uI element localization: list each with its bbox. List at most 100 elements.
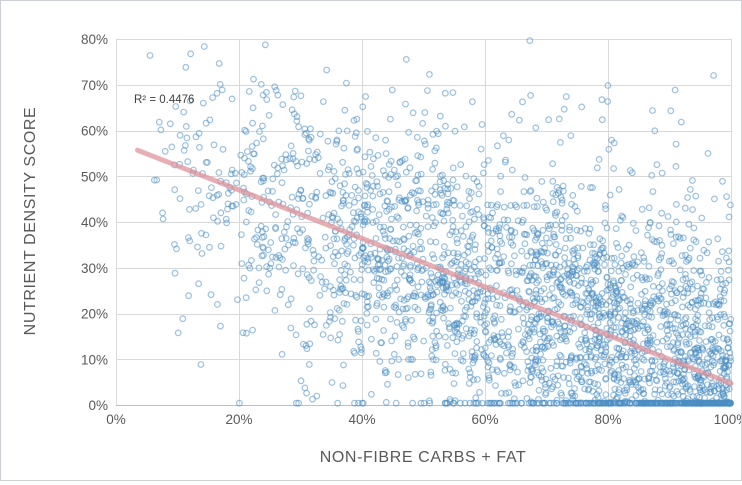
data-point — [606, 297, 613, 305]
data-point — [538, 178, 546, 185]
data-point — [543, 234, 550, 242]
data-point — [457, 161, 465, 169]
data-point — [607, 308, 615, 316]
data-point — [265, 270, 273, 278]
data-point — [611, 371, 618, 379]
data-point — [553, 332, 561, 340]
data-point — [496, 221, 504, 229]
data-point — [700, 299, 708, 307]
data-point — [583, 353, 590, 361]
data-point — [464, 248, 472, 256]
data-point — [355, 328, 362, 335]
data-point — [209, 94, 217, 101]
data-point — [371, 249, 379, 257]
data-point — [261, 41, 269, 49]
y-tick-label: 40% — [81, 215, 108, 230]
data-point — [416, 245, 424, 253]
data-point — [348, 191, 356, 199]
data-point — [480, 161, 488, 169]
data-point — [562, 235, 570, 242]
data-point — [515, 325, 522, 333]
data-point — [630, 253, 638, 261]
data-point — [722, 399, 730, 407]
data-point — [449, 334, 457, 342]
data-point — [672, 140, 680, 148]
data-point — [656, 236, 663, 244]
data-point — [684, 289, 691, 297]
data-point — [274, 91, 282, 99]
data-point — [459, 317, 466, 325]
data-point — [602, 205, 609, 213]
data-point — [417, 224, 425, 232]
data-point — [413, 133, 421, 141]
data-point — [680, 234, 687, 242]
data-point — [336, 276, 344, 284]
data-point — [404, 204, 412, 212]
data-point — [393, 213, 401, 221]
data-point — [672, 200, 680, 208]
data-point — [501, 158, 509, 166]
data-point — [322, 278, 330, 286]
data-point — [372, 315, 380, 323]
data-point — [500, 369, 508, 377]
data-point — [614, 244, 622, 251]
data-point — [441, 184, 449, 192]
data-point — [598, 96, 606, 104]
data-point — [637, 368, 645, 375]
data-point — [443, 205, 451, 213]
data-point — [577, 399, 585, 407]
data-point — [541, 334, 548, 342]
data-point — [571, 203, 579, 210]
data-point — [429, 332, 437, 340]
data-point — [590, 241, 598, 249]
data-point — [707, 388, 715, 396]
data-point — [671, 325, 679, 333]
data-point — [721, 356, 729, 364]
data-point — [289, 149, 297, 157]
data-point — [473, 310, 481, 318]
data-point — [303, 271, 311, 279]
data-point — [454, 239, 461, 247]
data-point — [523, 201, 531, 209]
data-point — [529, 261, 537, 269]
data-point — [459, 357, 467, 365]
y-tick-label: 20% — [81, 307, 108, 322]
data-point — [477, 145, 485, 153]
data-point — [210, 141, 218, 149]
data-point — [486, 264, 493, 272]
data-point — [641, 287, 649, 295]
data-point — [710, 72, 717, 79]
data-point — [240, 196, 248, 204]
data-point — [233, 179, 240, 187]
data-point — [664, 213, 672, 220]
data-point — [606, 191, 614, 199]
data-point — [664, 391, 672, 399]
data-point — [571, 392, 579, 400]
data-point — [648, 356, 656, 364]
data-point — [351, 183, 359, 191]
data-point — [465, 365, 473, 373]
data-point — [184, 158, 192, 166]
data-point — [454, 250, 462, 258]
data-point — [659, 287, 666, 295]
data-point — [549, 318, 556, 326]
data-point — [411, 303, 419, 311]
data-point — [240, 274, 248, 282]
data-point — [725, 361, 732, 369]
data-point — [380, 223, 388, 231]
data-point — [273, 170, 281, 178]
data-point — [325, 163, 333, 171]
data-point — [375, 284, 383, 292]
data-point — [552, 261, 560, 269]
data-point — [697, 267, 705, 275]
data-point — [673, 388, 681, 395]
data-point — [611, 385, 619, 393]
data-point — [715, 385, 723, 393]
data-point — [543, 273, 551, 281]
data-point — [213, 89, 221, 97]
data-point — [166, 120, 174, 128]
data-point — [343, 301, 351, 308]
data-point — [209, 194, 217, 202]
data-point — [409, 109, 417, 117]
data-point — [421, 293, 429, 301]
